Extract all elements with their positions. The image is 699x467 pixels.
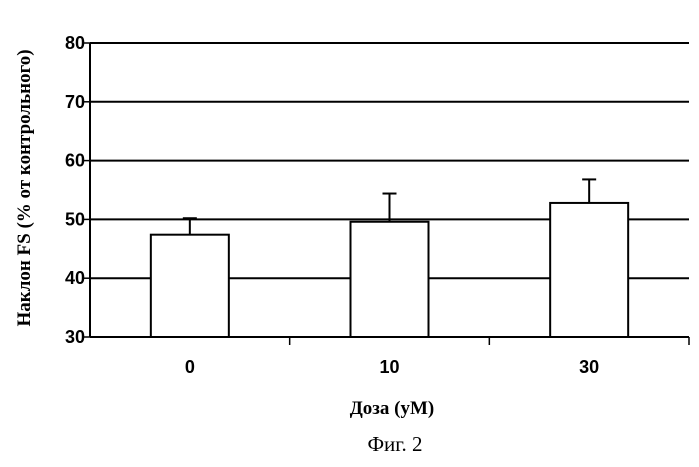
y-tick-label: 40 <box>65 268 85 288</box>
x-tick-label: 10 <box>379 357 399 377</box>
bar-30 <box>550 203 628 337</box>
y-tick-label: 80 <box>65 33 85 53</box>
x-tick-label: 30 <box>579 357 599 377</box>
figure-caption: Фиг. 2 <box>367 432 422 456</box>
y-tick-label: 70 <box>65 92 85 112</box>
y-axis-title: Наклон FS (% от контрольного) <box>14 49 35 326</box>
x-tick-labels: 0 10 30 <box>185 357 599 377</box>
y-tick-labels: 30 40 50 60 70 80 <box>65 33 85 347</box>
x-axis-title: Доза (уМ) <box>350 398 435 419</box>
y-tick-label: 50 <box>65 209 85 229</box>
bar-0 <box>151 235 229 337</box>
y-tick-label: 30 <box>65 327 85 347</box>
bars <box>151 203 628 337</box>
bar-10 <box>351 222 429 337</box>
x-tick-label: 0 <box>185 357 195 377</box>
y-tick-label: 60 <box>65 151 85 171</box>
